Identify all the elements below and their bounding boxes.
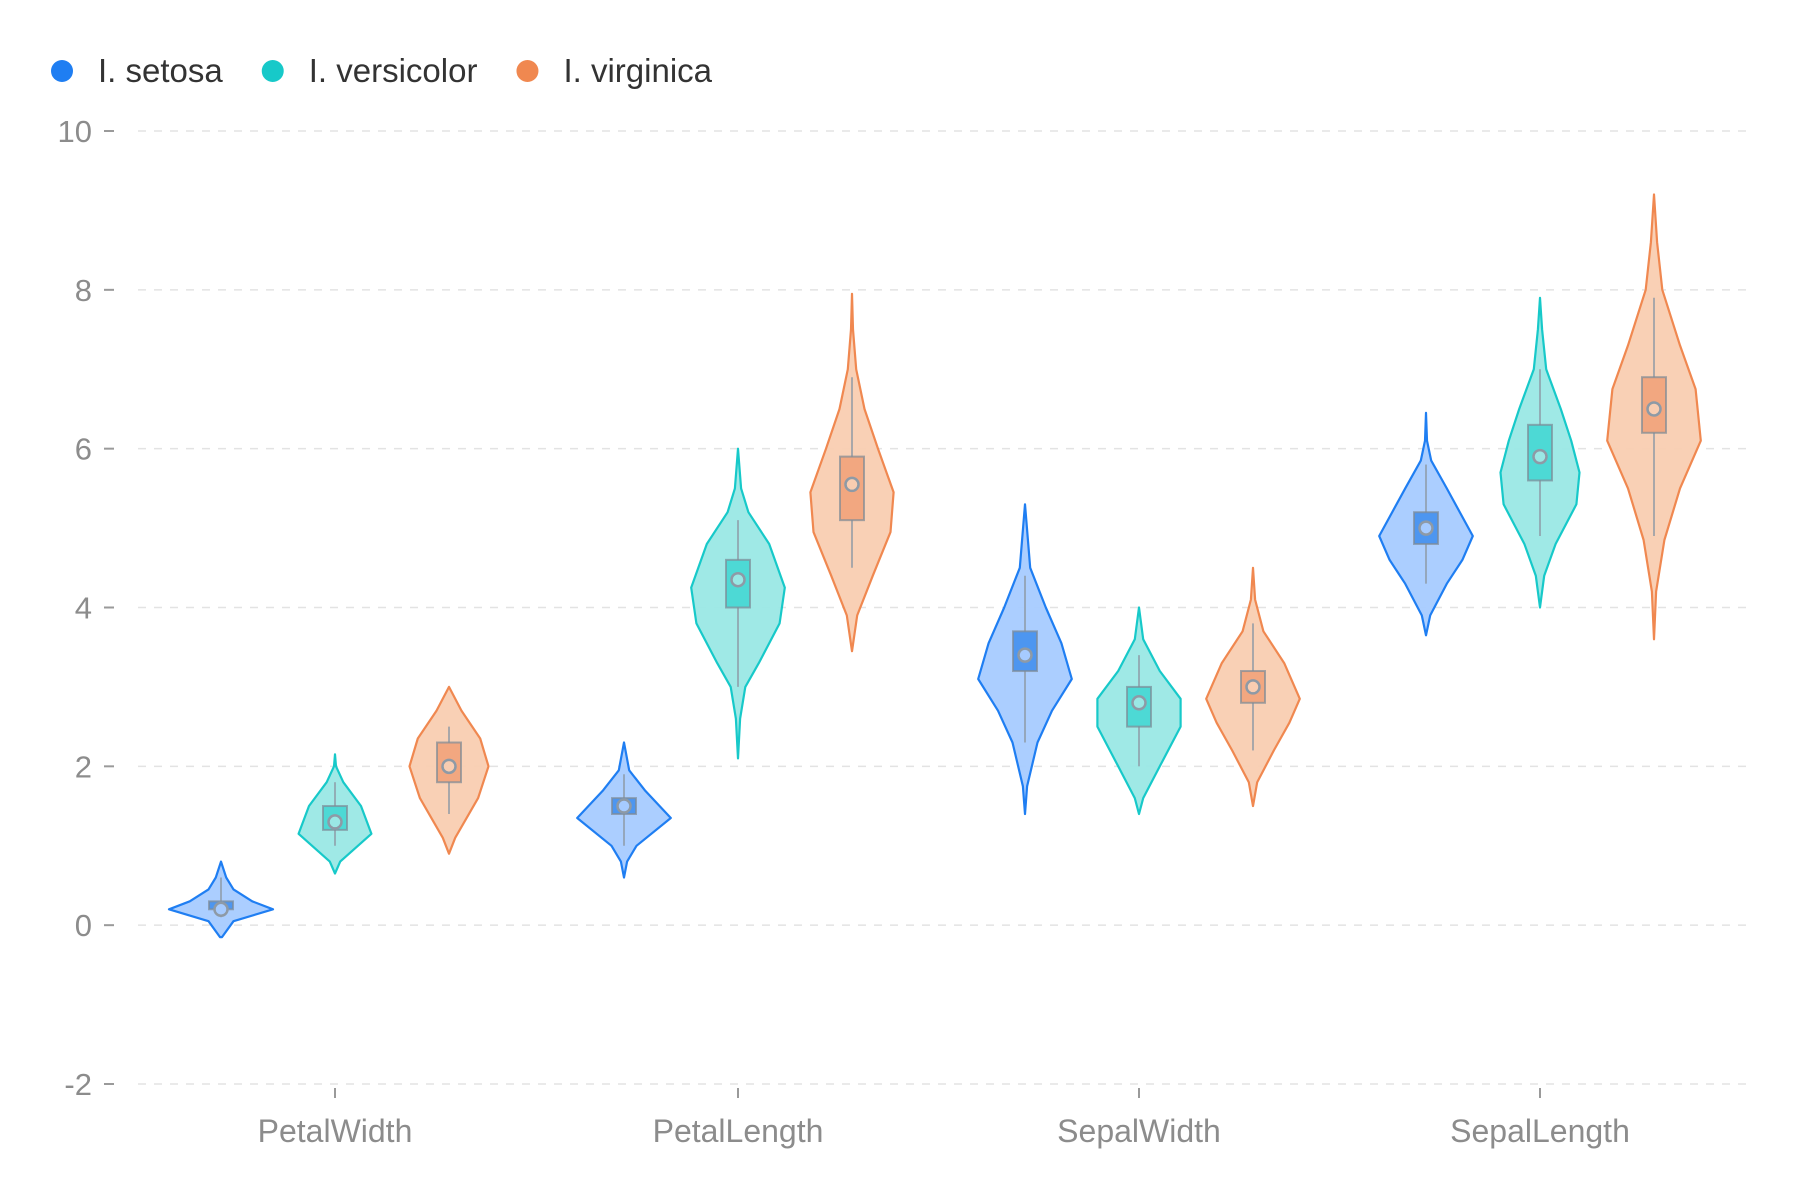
legend-label: I. setosa bbox=[98, 52, 223, 89]
median-marker bbox=[215, 903, 228, 916]
median-marker bbox=[1133, 696, 1146, 709]
legend-marker bbox=[516, 60, 538, 82]
median-marker bbox=[1648, 402, 1661, 415]
median-marker bbox=[1534, 450, 1547, 463]
median-marker bbox=[443, 760, 456, 773]
median-marker bbox=[1019, 649, 1032, 662]
x-category-label: PetalWidth bbox=[258, 1113, 413, 1149]
grid-layer bbox=[138, 131, 1750, 1084]
legend-marker bbox=[51, 60, 73, 82]
legend-label: I. virginica bbox=[563, 52, 712, 89]
legend-label: I. versicolor bbox=[309, 52, 478, 89]
legend-marker bbox=[262, 60, 284, 82]
y-tick-label: 4 bbox=[75, 591, 92, 626]
median-marker bbox=[329, 815, 342, 828]
median-marker bbox=[846, 478, 859, 491]
y-tick-label: 6 bbox=[75, 432, 92, 467]
y-tick-label: -2 bbox=[64, 1067, 92, 1102]
median-marker bbox=[618, 800, 631, 813]
median-marker bbox=[1420, 522, 1433, 535]
legend: I. setosa I. versicolor I. virginica bbox=[51, 52, 713, 89]
y-tick-label: 2 bbox=[75, 749, 92, 784]
median-marker bbox=[732, 573, 745, 586]
y-tick-label: 8 bbox=[75, 273, 92, 308]
x-category-label: SepalWidth bbox=[1057, 1113, 1221, 1149]
x-category-label: PetalLength bbox=[653, 1113, 824, 1149]
violin-layer bbox=[169, 195, 1701, 938]
median-marker bbox=[1247, 680, 1260, 693]
y-tick-label: 10 bbox=[58, 114, 92, 149]
x-category-label: SepalLength bbox=[1450, 1113, 1630, 1149]
axis-layer: -2 0 2 4 6 8 10 PetalWidth PetalLength SepalWidth… bbox=[58, 114, 1630, 1149]
y-tick-label: 0 bbox=[75, 908, 92, 943]
